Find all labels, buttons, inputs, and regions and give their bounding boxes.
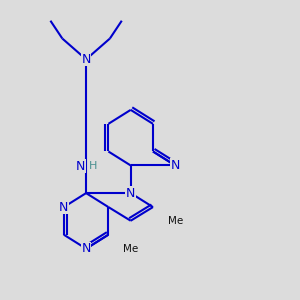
- Text: Me: Me: [123, 244, 138, 254]
- Text: N: N: [171, 159, 180, 172]
- Text: Me: Me: [168, 216, 183, 226]
- Text: N: N: [81, 53, 91, 66]
- Text: N: N: [126, 187, 135, 200]
- Text: H: H: [89, 161, 98, 171]
- Text: N: N: [81, 242, 91, 255]
- Text: N: N: [59, 201, 68, 214]
- Text: N: N: [76, 160, 86, 173]
